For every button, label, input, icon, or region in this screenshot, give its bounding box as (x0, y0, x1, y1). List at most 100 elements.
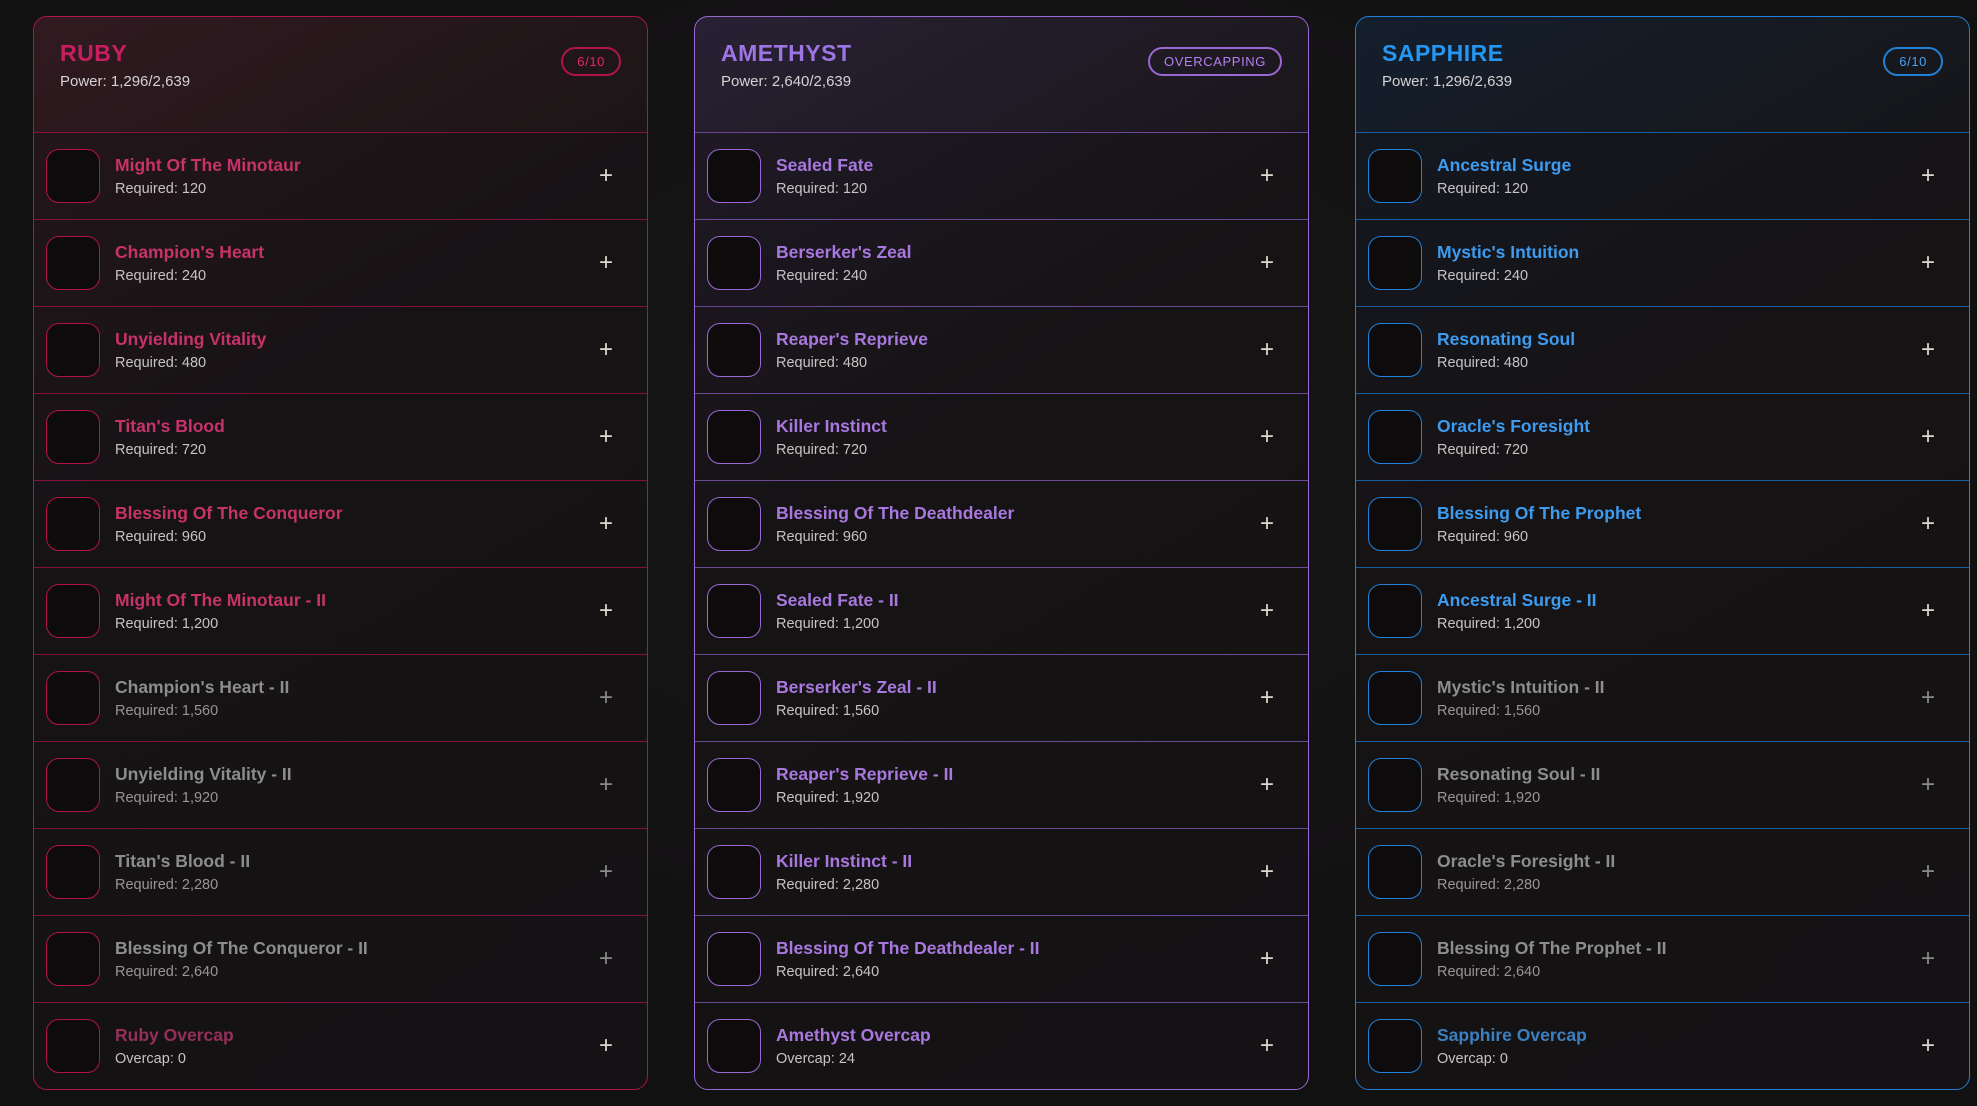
add-item-button[interactable]: + (1913, 597, 1943, 625)
list-item[interactable]: Killer Instinct Required: 720 + (695, 393, 1308, 480)
add-item-button[interactable]: + (591, 1032, 621, 1060)
item-text: Resonating Soul Required: 480 (1437, 329, 1575, 371)
list-item[interactable]: Oracle's Foresight - II Required: 2,280 … (1356, 828, 1969, 915)
list-item[interactable]: Killer Instinct - II Required: 2,280 + (695, 828, 1308, 915)
add-item-button[interactable]: + (1252, 858, 1282, 886)
list-item[interactable]: Amethyst Overcap Overcap: 24 + (695, 1002, 1308, 1089)
add-item-button[interactable]: + (1252, 771, 1282, 799)
plus-icon: + (598, 249, 613, 276)
add-item-button[interactable]: + (591, 597, 621, 625)
add-item-button[interactable]: + (1252, 597, 1282, 625)
item-title: Ruby Overcap (115, 1025, 234, 1045)
list-item[interactable]: Blessing Of The Conqueror Required: 960 … (34, 480, 647, 567)
item-requirement: Required: 2,640 (776, 964, 880, 980)
add-item-button[interactable]: + (591, 423, 621, 451)
item-requirement: Required: 120 (115, 181, 207, 197)
list-item[interactable]: Resonating Soul - II Required: 1,920 + (1356, 741, 1969, 828)
list-item[interactable]: Blessing Of The Deathdealer - II Require… (695, 915, 1308, 1002)
add-item-button[interactable]: + (1252, 684, 1282, 712)
add-item-button[interactable]: + (1252, 423, 1282, 451)
item-requirement: Required: 2,280 (115, 877, 219, 893)
list-item[interactable]: Ancestral Surge - II Required: 1,200 + (1356, 567, 1969, 654)
item-text: Titan's Blood - II Required: 2,280 (115, 851, 250, 893)
list-item[interactable]: Mystic's Intuition Required: 240 + (1356, 219, 1969, 306)
list-item[interactable]: Might Of The Minotaur Required: 120 + (34, 132, 647, 219)
list-item[interactable]: Unyielding Vitality Required: 480 + (34, 306, 647, 393)
plus-icon: + (1259, 162, 1274, 189)
item-title: Oracle's Foresight - II (1437, 851, 1616, 871)
add-item-button[interactable]: + (1913, 336, 1943, 364)
add-item-button[interactable]: + (591, 771, 621, 799)
item-requirement: Required: 960 (776, 529, 868, 545)
item-title: Resonating Soul - II (1437, 764, 1601, 784)
add-item-button[interactable]: + (591, 858, 621, 886)
add-item-button[interactable]: + (591, 945, 621, 973)
plus-icon: + (1920, 597, 1935, 624)
flaming-hand-icon (707, 410, 761, 464)
add-item-button[interactable]: + (591, 336, 621, 364)
list-item[interactable]: Mystic's Intuition - II Required: 1,560 … (1356, 654, 1969, 741)
list-item[interactable]: Sealed Fate Required: 120 + (695, 132, 1308, 219)
flame-heart-icon (46, 236, 100, 290)
list-item[interactable]: Blessing Of The Prophet - II Required: 2… (1356, 915, 1969, 1002)
item-title: Champion's Heart - II (115, 677, 290, 697)
item-requirement: Required: 240 (776, 268, 868, 284)
add-item-button[interactable]: + (591, 684, 621, 712)
add-item-button[interactable]: + (1252, 1032, 1282, 1060)
list-item[interactable]: Might Of The Minotaur - II Required: 1,2… (34, 567, 647, 654)
add-item-button[interactable]: + (1913, 1032, 1943, 1060)
list-item[interactable]: Reaper's Reprieve - II Required: 1,920 + (695, 741, 1308, 828)
plus-icon: + (1259, 249, 1274, 276)
screaming-wraith-icon (707, 497, 761, 551)
list-item[interactable]: Unyielding Vitality - II Required: 1,920… (34, 741, 647, 828)
panel-power-value: Power: 1,296/2,639 (1382, 73, 1513, 90)
plus-icon: + (598, 945, 613, 972)
list-item[interactable]: Blessing Of The Prophet Required: 960 + (1356, 480, 1969, 567)
item-text: Mystic's Intuition - II Required: 1,560 (1437, 677, 1605, 719)
add-item-button[interactable]: + (1913, 858, 1943, 886)
item-text: Blessing Of The Conqueror Required: 960 (115, 503, 343, 545)
add-item-button[interactable]: + (1252, 336, 1282, 364)
plus-icon: + (1920, 162, 1935, 189)
list-item[interactable]: Ancestral Surge Required: 120 + (1356, 132, 1969, 219)
list-item[interactable]: Oracle's Foresight Required: 720 + (1356, 393, 1969, 480)
add-item-button[interactable]: + (1913, 510, 1943, 538)
add-item-button[interactable]: + (1252, 945, 1282, 973)
add-item-button[interactable]: + (1913, 249, 1943, 277)
item-text: Unyielding Vitality - II Required: 1,920 (115, 764, 292, 806)
list-item[interactable]: Champion's Heart - II Required: 1,560 + (34, 654, 647, 741)
item-text: Sapphire Overcap Overcap: 0 (1437, 1025, 1587, 1067)
list-item[interactable]: Reaper's Reprieve Required: 480 + (695, 306, 1308, 393)
list-item[interactable]: Ruby Overcap Overcap: 0 + (34, 1002, 647, 1089)
item-title: Unyielding Vitality - II (115, 764, 292, 784)
list-item[interactable]: Resonating Soul Required: 480 + (1356, 306, 1969, 393)
panel-title: RUBY (60, 40, 128, 66)
spirit-oracle-icon (1368, 410, 1422, 464)
demon-visage-icon (46, 1019, 100, 1073)
list-item[interactable]: Sapphire Overcap Overcap: 0 + (1356, 1002, 1969, 1089)
add-item-button[interactable]: + (1252, 249, 1282, 277)
add-item-button[interactable]: + (1252, 510, 1282, 538)
minotaur-flames-icon (46, 149, 100, 203)
item-requirement: Required: 960 (1437, 529, 1529, 545)
add-item-button[interactable]: + (591, 249, 621, 277)
add-item-button[interactable]: + (1252, 162, 1282, 190)
list-item[interactable]: Titan's Blood - II Required: 2,280 + (34, 828, 647, 915)
list-item[interactable]: Champion's Heart Required: 240 + (34, 219, 647, 306)
armored-prophet-icon (1368, 932, 1422, 986)
list-item[interactable]: Berserker's Zeal Required: 240 + (695, 219, 1308, 306)
spirit-swirl-icon (707, 758, 761, 812)
list-item[interactable]: Sealed Fate - II Required: 1,200 + (695, 567, 1308, 654)
list-item[interactable]: Blessing Of The Conqueror - II Required:… (34, 915, 647, 1002)
empowered-figure-icon (46, 758, 100, 812)
add-item-button[interactable]: + (591, 162, 621, 190)
add-item-button[interactable]: + (1913, 945, 1943, 973)
add-item-button[interactable]: + (1913, 684, 1943, 712)
list-item[interactable]: Titan's Blood Required: 720 + (34, 393, 647, 480)
add-item-button[interactable]: + (1913, 423, 1943, 451)
list-item[interactable]: Blessing Of The Deathdealer Required: 96… (695, 480, 1308, 567)
list-item[interactable]: Berserker's Zeal - II Required: 1,560 + (695, 654, 1308, 741)
add-item-button[interactable]: + (1913, 771, 1943, 799)
add-item-button[interactable]: + (591, 510, 621, 538)
add-item-button[interactable]: + (1913, 162, 1943, 190)
